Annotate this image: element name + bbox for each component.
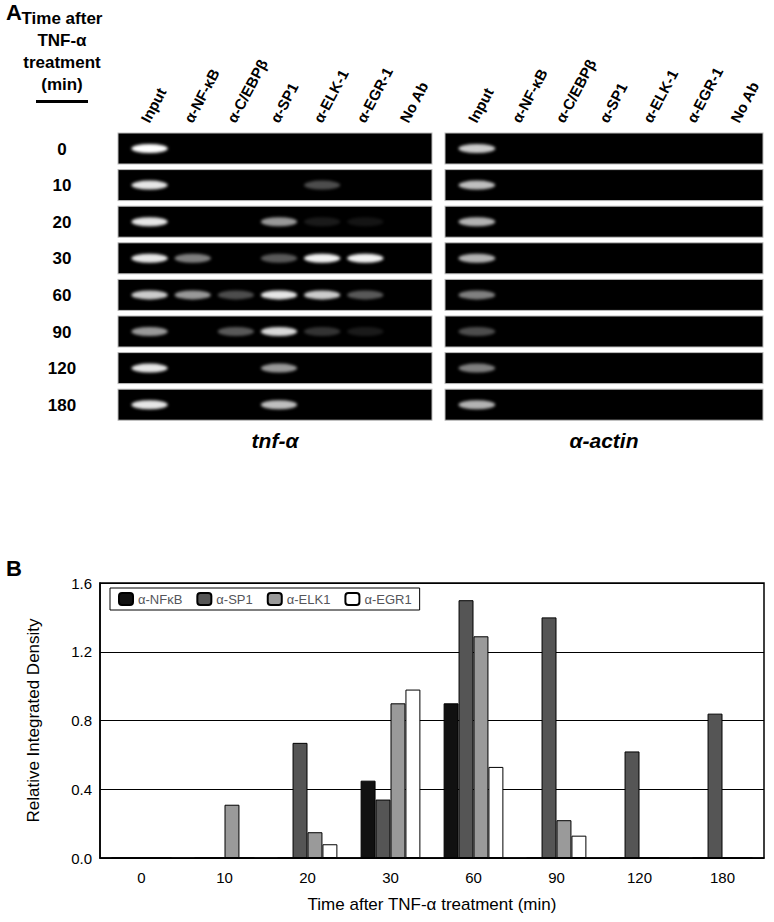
svg-text:(min): (min): [41, 75, 83, 94]
svg-text:180: 180: [710, 869, 735, 886]
svg-text:Input: Input: [137, 85, 169, 125]
svg-text:α-NFκB: α-NFκB: [138, 592, 182, 607]
svg-text:α-ELK-1: α-ELK-1: [310, 67, 352, 126]
svg-text:α-SP1: α-SP1: [596, 80, 631, 126]
svg-text:10: 10: [53, 176, 72, 195]
svg-text:20: 20: [53, 213, 72, 232]
svg-text:tnf-α: tnf-α: [252, 429, 300, 452]
svg-text:α-EGR-1: α-EGR-1: [353, 64, 396, 125]
svg-text:Time after TNF-α treatment (mi: Time after TNF-α treatment (min): [308, 895, 557, 914]
svg-text:α-EGR1: α-EGR1: [364, 592, 411, 607]
svg-text:α-EGR-1: α-EGR-1: [683, 64, 726, 125]
svg-text:α-NF-κB: α-NF-κB: [180, 66, 223, 126]
svg-text:TNF-α: TNF-α: [37, 31, 87, 50]
svg-text:90: 90: [548, 869, 565, 886]
svg-text:60: 60: [53, 286, 72, 305]
svg-text:120: 120: [48, 359, 76, 378]
svg-text:0.0: 0.0: [71, 850, 92, 867]
svg-text:0.8: 0.8: [71, 712, 92, 729]
svg-text:Relative Integrated Density: Relative Integrated Density: [24, 618, 43, 823]
svg-text:Input: Input: [464, 85, 496, 125]
svg-text:No Ab: No Ab: [727, 79, 762, 125]
svg-text:α-C/EBPβ: α-C/EBPβ: [223, 56, 271, 125]
svg-text:1.6: 1.6: [71, 575, 92, 592]
svg-text:0: 0: [57, 140, 66, 159]
svg-text:30: 30: [53, 249, 72, 268]
svg-text:Time after: Time after: [22, 9, 103, 28]
svg-text:α-ELK1: α-ELK1: [287, 592, 331, 607]
svg-text:20: 20: [299, 869, 316, 886]
svg-text:α-NF-κB: α-NF-κB: [508, 66, 551, 126]
svg-text:α-ELK-1: α-ELK-1: [639, 67, 681, 126]
html-text:B: B: [6, 556, 22, 581]
svg-text:0: 0: [137, 869, 145, 886]
svg-text:α-SP1: α-SP1: [216, 592, 252, 607]
svg-text:120: 120: [627, 869, 652, 886]
svg-text:180: 180: [48, 396, 76, 415]
svg-text:α-SP1: α-SP1: [267, 80, 302, 126]
svg-text:90: 90: [53, 323, 72, 342]
svg-text:No Ab: No Ab: [396, 79, 431, 125]
svg-text:10: 10: [216, 869, 233, 886]
svg-text:1.2: 1.2: [71, 643, 92, 660]
svg-text:0.4: 0.4: [71, 781, 92, 798]
svg-text:α-actin: α-actin: [569, 429, 638, 452]
svg-text:α-C/EBPβ: α-C/EBPβ: [552, 56, 600, 125]
svg-text:60: 60: [465, 869, 482, 886]
svg-text:A: A: [6, 0, 22, 25]
svg-text:treatment: treatment: [23, 53, 101, 72]
svg-text:30: 30: [382, 869, 399, 886]
